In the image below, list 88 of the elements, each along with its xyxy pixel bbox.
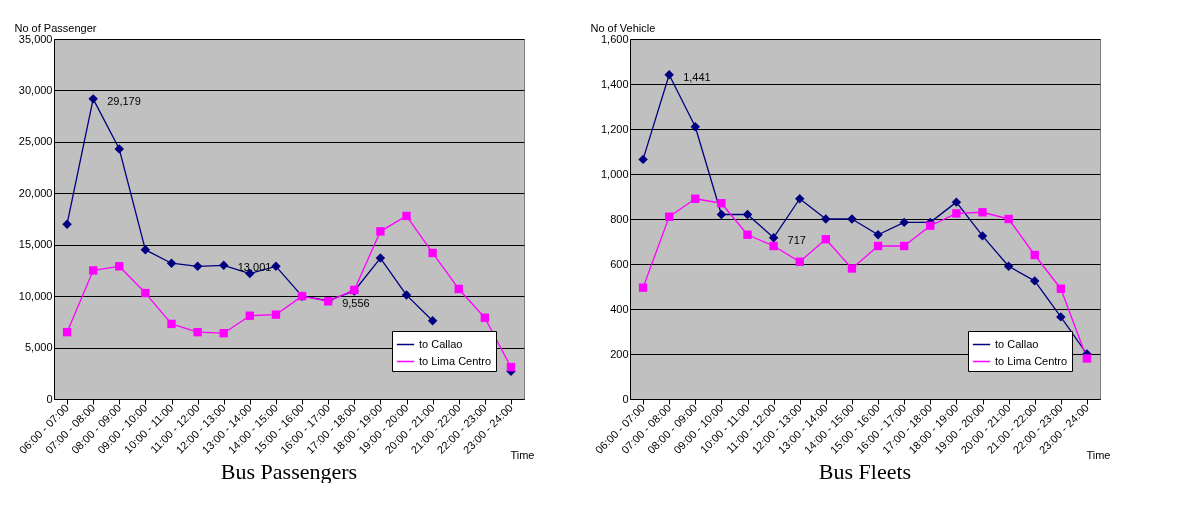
point xyxy=(899,241,909,251)
point xyxy=(140,245,151,255)
point xyxy=(951,197,962,207)
legend-label: to Lima Centro xyxy=(419,354,492,367)
y-tick-label: 0 xyxy=(622,392,629,405)
point xyxy=(794,194,805,204)
point xyxy=(664,212,674,221)
point xyxy=(926,221,935,230)
point xyxy=(742,209,753,220)
x-axis-title: Time xyxy=(1086,448,1111,461)
point xyxy=(218,260,229,271)
y-tick-label: 1,000 xyxy=(600,167,629,180)
point xyxy=(88,266,98,275)
point xyxy=(873,230,883,240)
y-tick-label: 200 xyxy=(610,347,629,360)
point xyxy=(717,199,726,208)
point xyxy=(115,262,124,271)
point xyxy=(952,209,961,218)
y-axis-title: No of Passenger xyxy=(14,21,97,34)
data-label: 1,441 xyxy=(683,70,711,83)
point xyxy=(271,261,281,272)
point xyxy=(795,257,804,266)
y-tick-label: 1,600 xyxy=(600,32,629,45)
y-tick-label: 20,000 xyxy=(18,186,53,199)
point xyxy=(691,194,700,203)
y-tick-label: 1,400 xyxy=(600,77,629,90)
y-axis-title: No of Vehicle xyxy=(590,21,656,34)
point xyxy=(271,310,281,319)
point xyxy=(402,211,411,221)
y-tick-label: 0 xyxy=(46,392,53,405)
point xyxy=(638,283,648,292)
point xyxy=(114,144,125,154)
y-tick-label: 1,200 xyxy=(600,122,629,135)
point xyxy=(219,328,228,338)
point xyxy=(480,313,490,322)
point xyxy=(506,362,516,372)
y-tick-label: 5,000 xyxy=(24,341,53,354)
point xyxy=(375,253,386,263)
point xyxy=(978,208,987,217)
point xyxy=(769,241,778,251)
point xyxy=(376,227,385,236)
point xyxy=(428,248,437,258)
point xyxy=(821,235,831,244)
data-label: 717 xyxy=(787,233,806,246)
point xyxy=(1056,284,1066,293)
point xyxy=(899,217,909,228)
point xyxy=(690,122,701,132)
point xyxy=(166,258,177,268)
y-tick-label: 400 xyxy=(610,302,629,315)
y-tick-label: 30,000 xyxy=(18,83,53,96)
text: Bus Passengers xyxy=(220,459,358,484)
point xyxy=(977,231,988,241)
point xyxy=(1030,250,1039,260)
point xyxy=(193,327,202,337)
y-tick-label: 600 xyxy=(610,257,629,270)
point xyxy=(454,284,463,294)
y-tick-label: 25,000 xyxy=(18,135,53,148)
y-tick-label: 10,000 xyxy=(18,289,53,302)
point xyxy=(88,94,98,104)
point xyxy=(401,290,412,300)
data-label: 9,556 xyxy=(342,296,370,309)
point xyxy=(1029,276,1040,286)
point xyxy=(716,209,727,220)
point xyxy=(167,319,176,329)
y-tick-label: 15,000 xyxy=(18,238,53,251)
point xyxy=(427,316,438,326)
point xyxy=(245,311,255,320)
point xyxy=(62,327,72,337)
point xyxy=(141,288,150,298)
point xyxy=(1056,312,1066,322)
point xyxy=(768,232,779,243)
point xyxy=(192,261,203,272)
point xyxy=(638,154,648,165)
x-axis-title: Time xyxy=(510,448,535,461)
text: Bus Fleets xyxy=(818,459,912,484)
point xyxy=(847,264,857,273)
legend-label: to Callao xyxy=(995,337,1039,350)
point xyxy=(873,241,883,251)
y-tick-label: 35,000 xyxy=(18,32,53,45)
point xyxy=(1082,354,1092,363)
data-label: 29,179 xyxy=(107,94,141,107)
point xyxy=(664,70,674,80)
point xyxy=(1004,214,1013,224)
legend-label: to Callao xyxy=(419,337,463,350)
legend-label: to Lima Centro xyxy=(995,354,1068,367)
y-tick-label: 800 xyxy=(610,212,629,225)
point xyxy=(743,230,752,239)
point xyxy=(1003,261,1014,271)
